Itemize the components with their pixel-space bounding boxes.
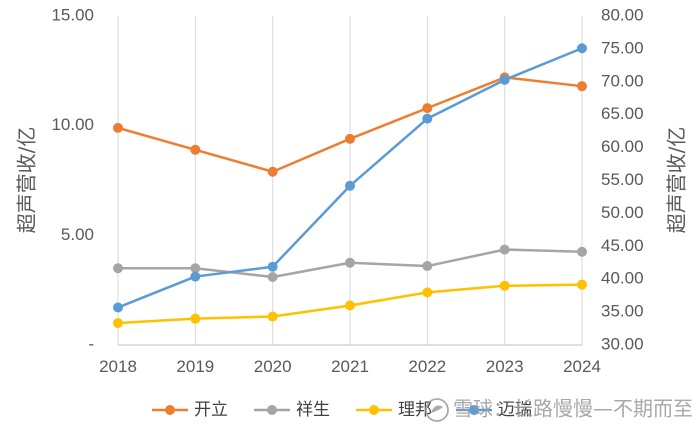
data-point-祥生-2018 (113, 263, 123, 274)
data-point-迈瑞-2023 (499, 74, 510, 85)
legend-swatch-marker (469, 405, 479, 415)
data-point-开立-2019 (190, 144, 201, 155)
data-point-理邦-2021 (345, 300, 355, 311)
y-axis-right-title: 超声营收/亿 (665, 127, 689, 234)
y-right-tick-label: 35.00 (601, 302, 644, 321)
data-point-祥生-2024 (577, 246, 587, 257)
y-right-tick-label: 30.00 (601, 334, 644, 353)
x-tick-label: 2021 (331, 357, 369, 376)
snowball-logo-icon (425, 398, 449, 422)
y-right-tick-label: 50.00 (601, 203, 644, 222)
legend-label: 迈瑞 (498, 400, 532, 420)
y-right-tick-label: 70.00 (601, 71, 644, 90)
data-point-祥生-2022 (422, 261, 433, 272)
y-right-tick-label: 55.00 (601, 170, 644, 189)
y-left-tick-label: 5.00 (61, 225, 94, 244)
legend-label: 祥生 (296, 400, 330, 420)
data-point-祥生-2020 (267, 272, 278, 283)
y-right-tick-label: 80.00 (601, 5, 644, 24)
legend-item-祥生: 祥生 (254, 400, 330, 420)
y-right-tick-label: 45.00 (601, 236, 644, 255)
data-point-祥生-2023 (499, 244, 510, 255)
legend-item-迈瑞: 迈瑞 (456, 400, 532, 420)
data-point-开立-2020 (267, 166, 278, 177)
data-point-理邦-2024 (577, 279, 587, 290)
grid-lines (117, 16, 583, 345)
data-point-迈瑞-2021 (345, 180, 355, 191)
y-left-tick-label: 10.00 (51, 115, 94, 134)
x-tick-label: 2018 (99, 357, 137, 376)
data-point-祥生-2021 (345, 257, 355, 268)
legend-swatch-marker (267, 405, 277, 415)
x-tick-label: 2020 (254, 357, 292, 376)
series-layer (113, 43, 587, 329)
y-axis-left-title: 超声营收/亿 (15, 127, 39, 234)
x-tick-label: 2023 (486, 357, 524, 376)
data-point-开立-2021 (345, 133, 355, 144)
data-point-迈瑞-2022 (422, 113, 433, 124)
data-point-理邦-2019 (190, 313, 201, 324)
data-point-迈瑞-2019 (190, 271, 201, 282)
data-point-祥生-2019 (190, 263, 201, 274)
data-point-开立-2024 (577, 81, 587, 92)
watermark: 雪球：长路慢慢—不期而至 (425, 397, 692, 422)
y-left-tick-label: - (88, 334, 94, 353)
legend-swatch-marker (165, 405, 175, 415)
legend-item-开立: 开立 (152, 400, 228, 420)
x-tick-label: 2019 (176, 357, 214, 376)
y-left-tick-label: 15.00 (51, 5, 94, 24)
data-point-开立-2022 (422, 103, 433, 114)
x-tick-label: 2024 (563, 357, 601, 376)
data-point-理邦-2023 (499, 280, 510, 291)
legend-item-理邦: 理邦 (356, 400, 432, 420)
data-point-理邦-2022 (422, 287, 433, 298)
data-point-迈瑞-2024 (577, 43, 587, 54)
legend-label: 开立 (194, 400, 228, 420)
data-point-迈瑞-2018 (113, 302, 123, 313)
y-right-tick-label: 75.00 (601, 38, 644, 57)
watermark-text: 雪球：长路慢慢—不期而至 (453, 397, 692, 421)
legend-swatch-marker (369, 405, 379, 415)
axes: 2018 2019 2020 2021 2022 2023 2024 - 5.00 10.00 15… (51, 5, 643, 376)
legend-label: 理邦 (398, 400, 432, 420)
data-point-理邦-2020 (267, 311, 278, 322)
x-tick-label: 2022 (408, 357, 446, 376)
y-right-tick-label: 65.00 (601, 104, 644, 123)
data-point-开立-2018 (113, 122, 123, 133)
y-right-tick-label: 40.00 (601, 269, 644, 288)
legend: 开立 祥生 理邦 迈瑞 (152, 400, 532, 420)
data-point-迈瑞-2020 (267, 261, 278, 272)
y-right-tick-label: 60.00 (601, 137, 644, 156)
data-point-理邦-2018 (113, 318, 123, 329)
